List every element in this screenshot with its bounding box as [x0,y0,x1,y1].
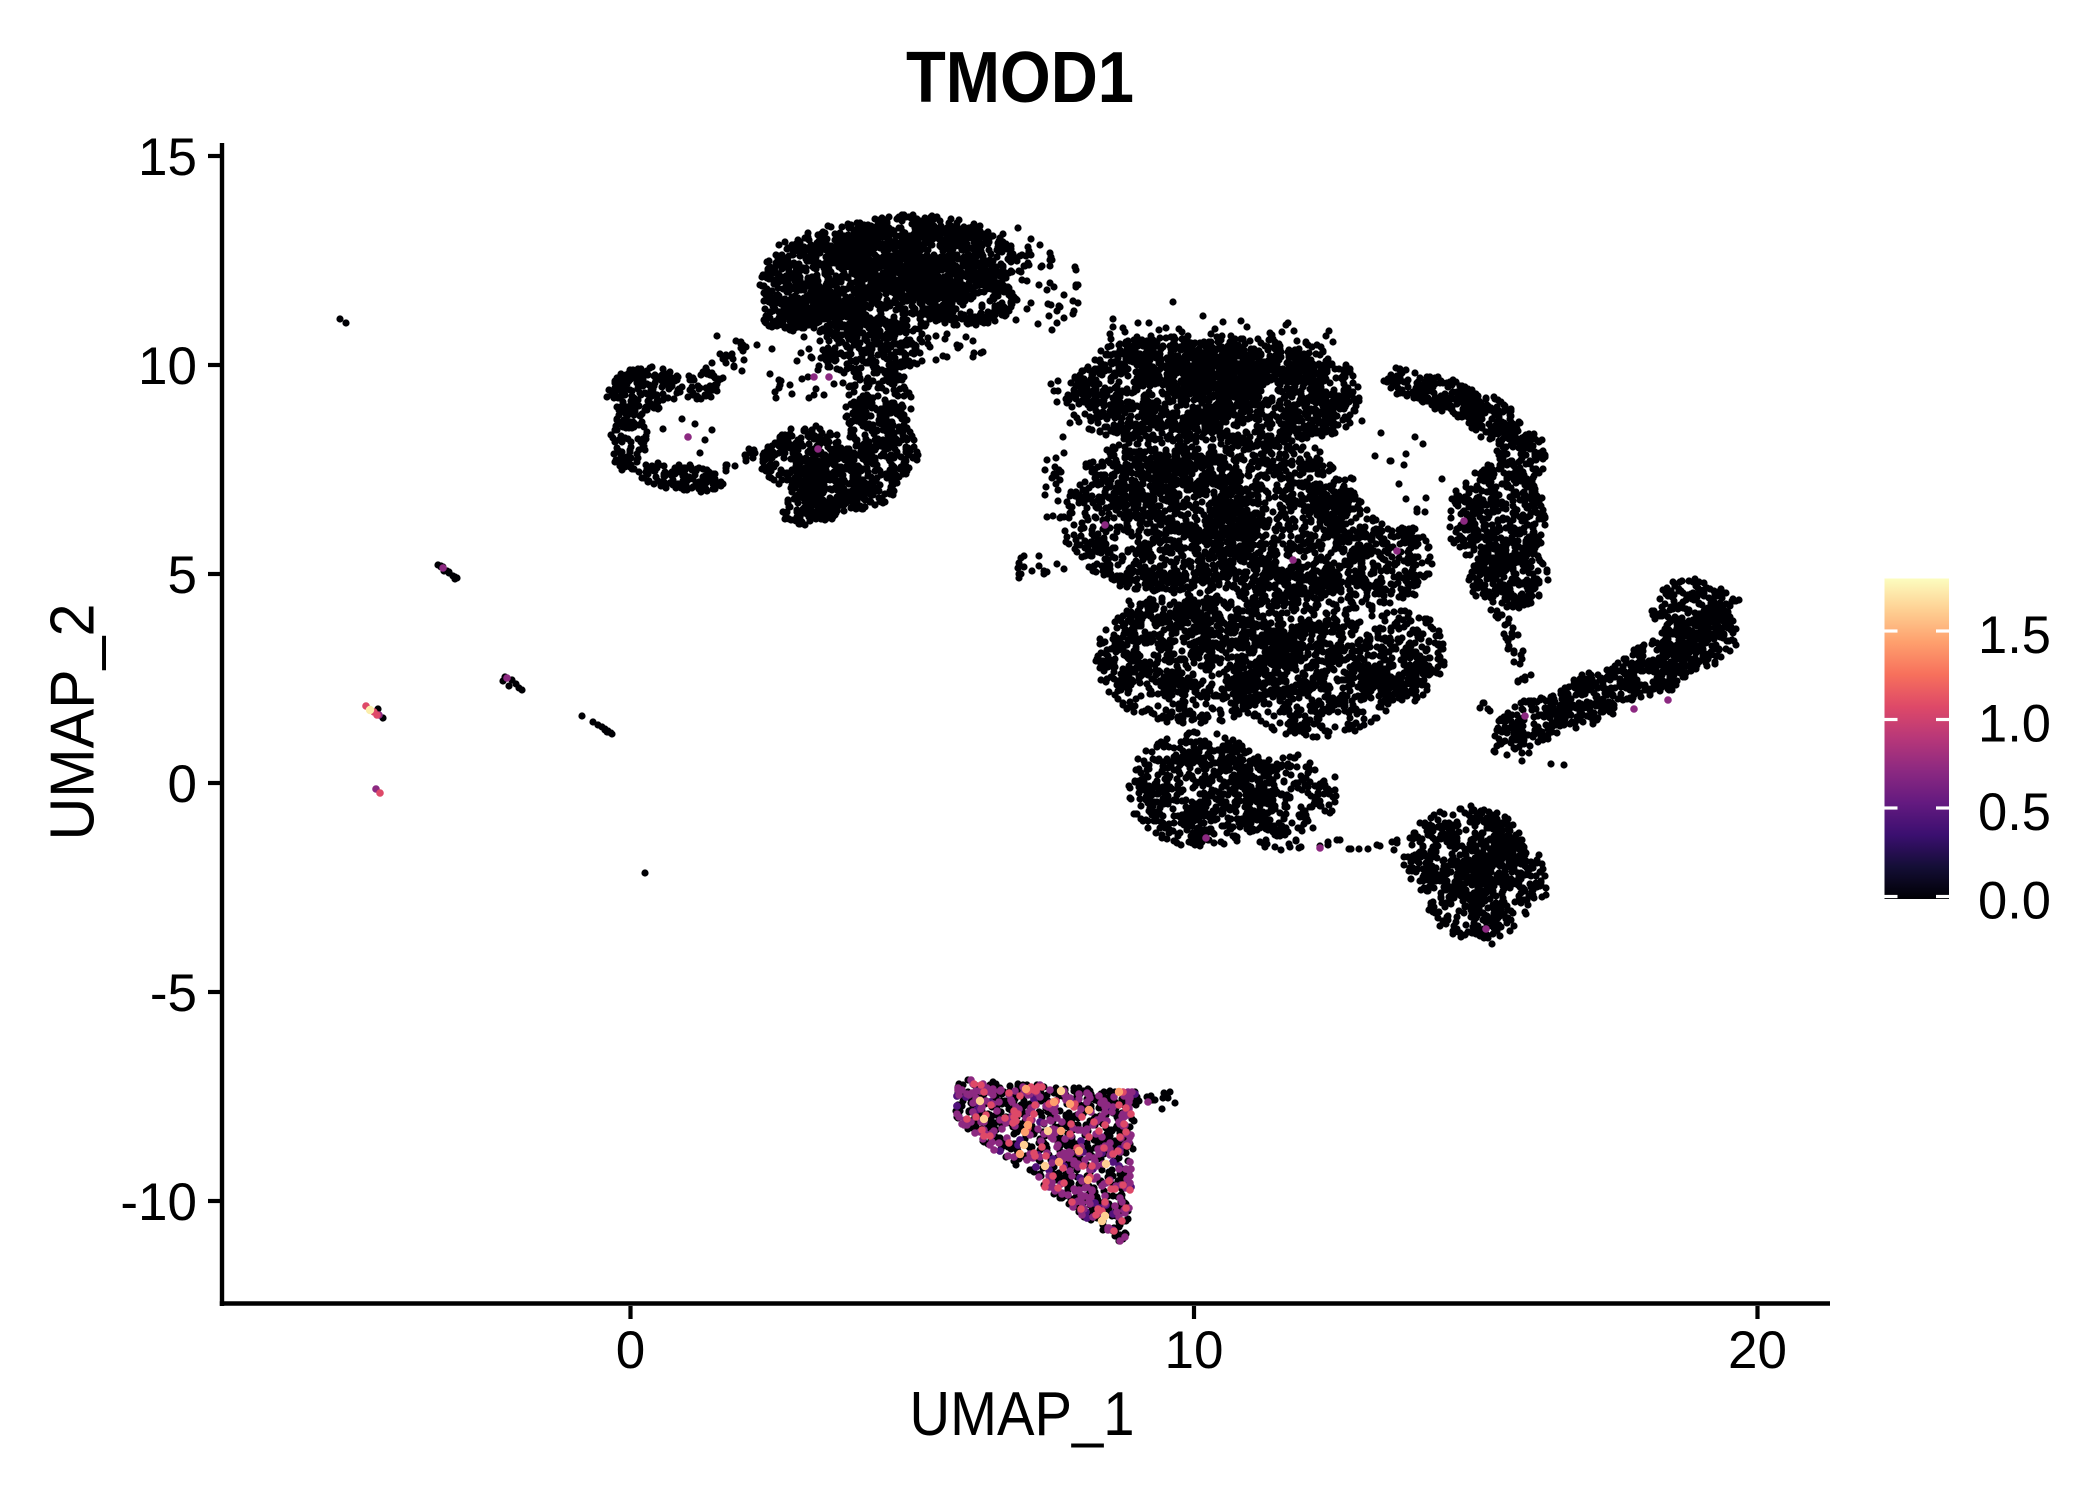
svg-text:10: 10 [138,337,197,396]
svg-text:TMOD1: TMOD1 [906,38,1134,118]
svg-text:-5: -5 [150,964,197,1023]
svg-text:20: 20 [1728,1321,1787,1380]
svg-text:-10: -10 [120,1173,197,1232]
svg-text:0.5: 0.5 [1978,783,2051,842]
svg-text:10: 10 [1165,1321,1224,1380]
svg-text:UMAP_2: UMAP_2 [39,604,108,841]
svg-text:UMAP_1: UMAP_1 [910,1380,1135,1449]
svg-text:15: 15 [138,128,197,187]
svg-text:1.0: 1.0 [1978,695,2051,754]
svg-text:5: 5 [168,546,197,605]
svg-text:1.5: 1.5 [1978,606,2051,665]
svg-text:0: 0 [168,755,197,814]
svg-text:0: 0 [616,1321,645,1380]
svg-text:0.0: 0.0 [1978,872,2051,931]
